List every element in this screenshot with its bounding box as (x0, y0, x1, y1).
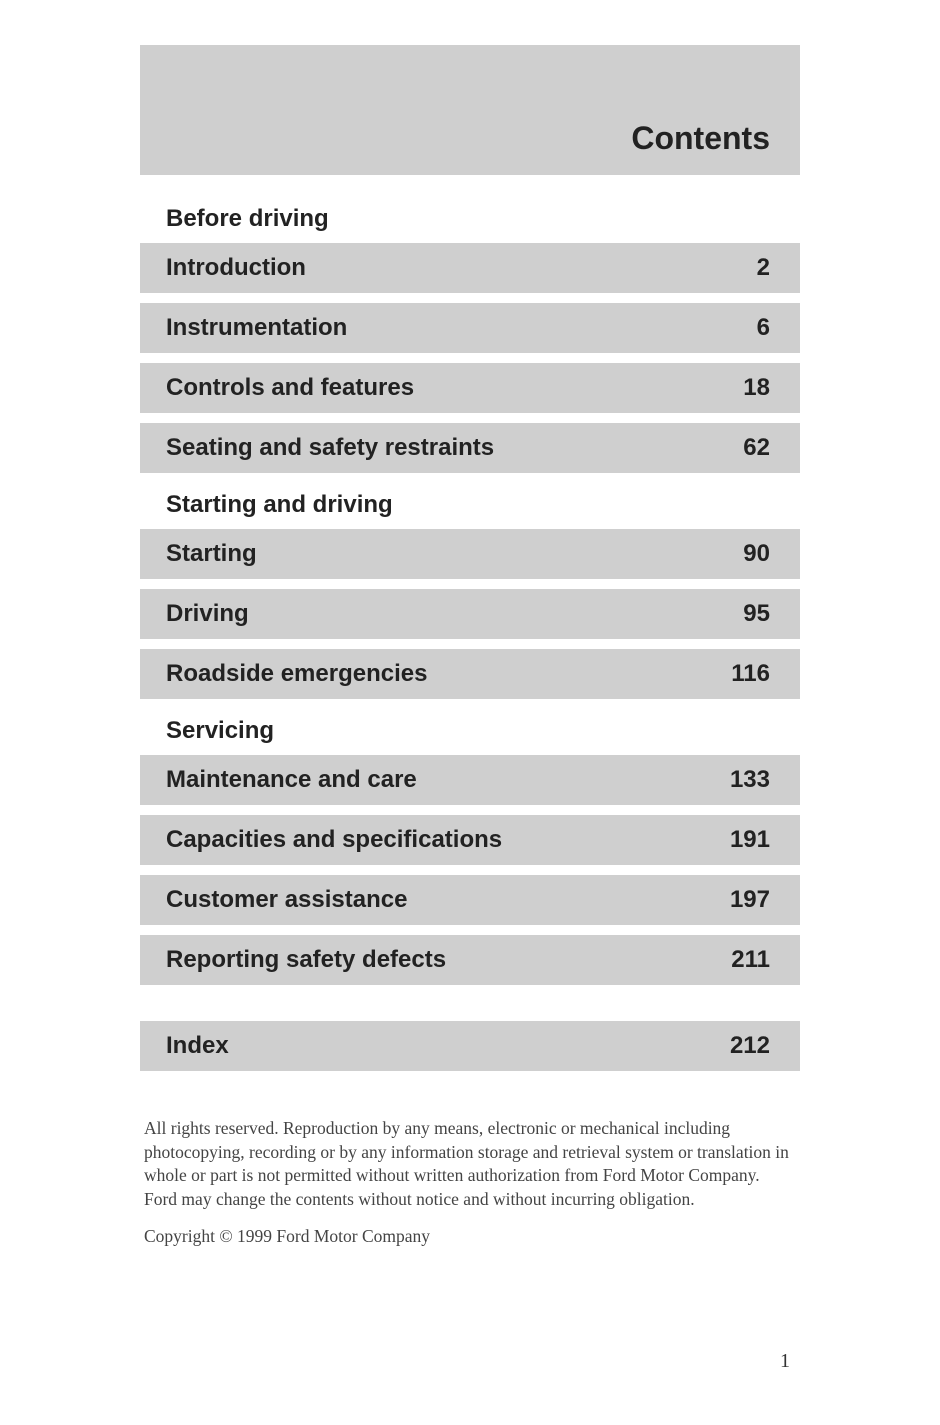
legal-text: All rights reserved. Reproduction by any… (140, 1117, 800, 1212)
toc-page: 90 (743, 540, 770, 568)
toc-label: Controls and features (166, 374, 414, 402)
toc-label: Introduction (166, 254, 306, 282)
toc-page: 95 (743, 600, 770, 628)
toc-row: Introduction 2 (140, 243, 800, 293)
index-gap (140, 995, 800, 1021)
toc-page: 133 (730, 766, 770, 794)
page-number: 1 (780, 1350, 790, 1373)
toc-label: Maintenance and care (166, 766, 417, 794)
toc-row: Reporting safety defects 211 (140, 935, 800, 985)
toc-label: Customer assistance (166, 886, 407, 914)
toc-row-index: Index 212 (140, 1021, 800, 1071)
toc-label: Starting (166, 540, 257, 568)
toc-row: Driving 95 (140, 589, 800, 639)
toc-row: Capacities and specifications 191 (140, 815, 800, 865)
toc-row: Instrumentation 6 (140, 303, 800, 353)
toc-page: 116 (731, 660, 770, 688)
toc-row: Roadside emergencies 116 (140, 649, 800, 699)
toc-page: 2 (757, 254, 770, 282)
toc-label: Instrumentation (166, 314, 347, 342)
toc-label: Reporting safety defects (166, 946, 446, 974)
toc-page: 211 (731, 946, 770, 974)
toc-row: Maintenance and care 133 (140, 755, 800, 805)
toc-page: 62 (743, 434, 770, 462)
toc-row: Customer assistance 197 (140, 875, 800, 925)
contents-header-block: Contents (140, 45, 800, 175)
toc-label: Capacities and specifications (166, 826, 502, 854)
page-container: Contents Before driving Introduction 2 I… (0, 0, 940, 1425)
toc-page: 6 (757, 314, 770, 342)
toc-container: Before driving Introduction 2 Instrument… (140, 197, 800, 1071)
toc-label: Index (166, 1032, 229, 1060)
toc-label: Driving (166, 600, 249, 628)
toc-row: Seating and safety restraints 62 (140, 423, 800, 473)
toc-page: 191 (730, 826, 770, 854)
toc-row: Controls and features 18 (140, 363, 800, 413)
toc-label: Roadside emergencies (166, 660, 427, 688)
toc-page: 197 (730, 886, 770, 914)
section-heading-starting-driving: Starting and driving (140, 483, 800, 529)
section-heading-before-driving: Before driving (140, 197, 800, 243)
section-heading-servicing: Servicing (140, 709, 800, 755)
toc-page: 212 (730, 1032, 770, 1060)
contents-title: Contents (631, 120, 770, 157)
toc-page: 18 (743, 374, 770, 402)
toc-row: Starting 90 (140, 529, 800, 579)
copyright-text: Copyright © 1999 Ford Motor Company (140, 1226, 800, 1247)
toc-label: Seating and safety restraints (166, 434, 494, 462)
